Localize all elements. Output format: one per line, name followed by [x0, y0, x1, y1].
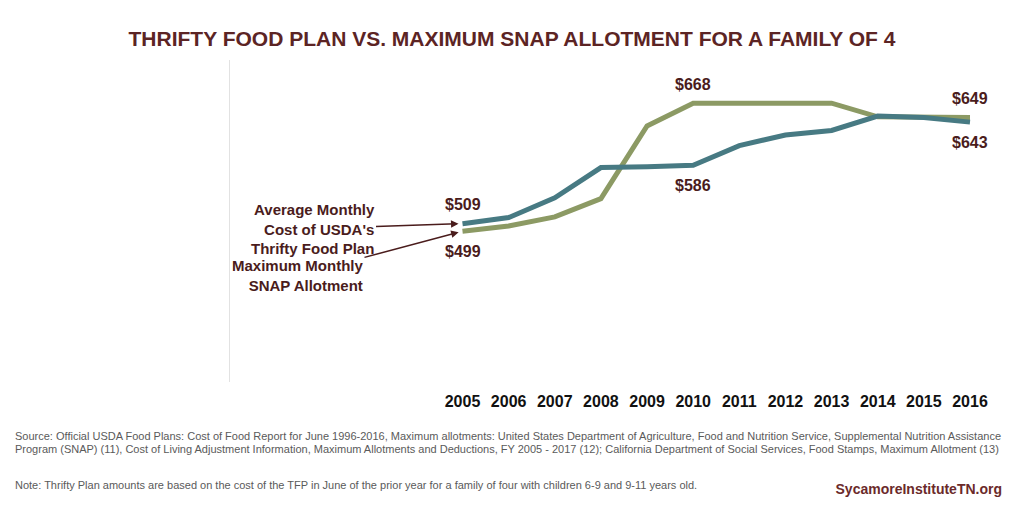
svg-text:$668: $668: [675, 76, 711, 93]
svg-text:2006: 2006: [491, 393, 527, 410]
svg-text:2011: 2011: [722, 393, 757, 410]
svg-text:2009: 2009: [629, 393, 665, 410]
svg-text:2007: 2007: [537, 393, 573, 410]
svg-text:Average MonthlyCost of USDA'sT: Average MonthlyCost of USDA'sThrifty Foo…: [251, 201, 375, 257]
svg-text:$586: $586: [675, 177, 711, 194]
html-text:Note: Thrifty Plan amounts are: Note: Thrifty Plan amounts are based on …: [15, 479, 698, 491]
svg-text:$509: $509: [445, 196, 481, 213]
svg-text:2013: 2013: [814, 393, 850, 410]
svg-text:2015: 2015: [906, 393, 942, 410]
svg-text:2012: 2012: [768, 393, 804, 410]
svg-text:2016: 2016: [952, 393, 988, 410]
svg-text:2008: 2008: [583, 393, 619, 410]
svg-text:THRIFTY FOOD PLAN VS. MAXIMUM: THRIFTY FOOD PLAN VS. MAXIMUM SNAP ALLOT…: [129, 27, 896, 50]
svg-text:$643: $643: [952, 134, 988, 151]
html-text:SycamoreInstituteTN.org: SycamoreInstituteTN.org: [835, 481, 1002, 497]
svg-text:Maximum MonthlySNAP Allotment: Maximum MonthlySNAP Allotment: [232, 257, 363, 294]
svg-text:2005: 2005: [445, 393, 481, 410]
html-text:Source: Official USDA Food Pla: Source: Official USDA Food Plans: Cost o…: [15, 430, 1001, 455]
svg-text:2010: 2010: [675, 393, 711, 410]
svg-text:$649: $649: [952, 90, 988, 107]
svg-text:2014: 2014: [860, 393, 896, 410]
svg-text:$499: $499: [445, 243, 481, 260]
